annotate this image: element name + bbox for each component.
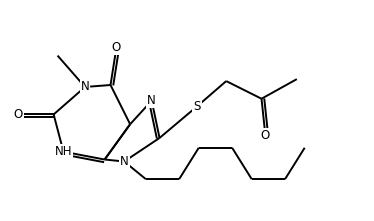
Text: N: N — [147, 94, 156, 107]
Text: N: N — [81, 80, 89, 93]
Text: O: O — [112, 41, 121, 54]
Text: N: N — [120, 155, 129, 168]
Text: S: S — [193, 100, 200, 113]
Text: O: O — [14, 108, 23, 121]
Text: NH: NH — [55, 145, 72, 158]
Text: O: O — [261, 130, 270, 143]
